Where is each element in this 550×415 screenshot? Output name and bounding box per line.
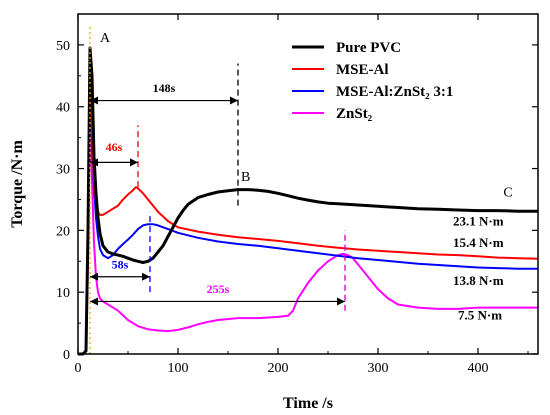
tick-labels: 0 100 200 300 400 0 10 20 30 40 50: [56, 39, 489, 376]
y-tick-label: 40: [56, 101, 70, 116]
annotation-3: 23.1 N·m: [453, 213, 504, 228]
x-tick-label: 400: [468, 361, 489, 376]
legend-label-2: MSE-Al:ZnSt₂ 3:1: [336, 84, 453, 100]
series-line-2: [78, 105, 538, 355]
annotations: A B C 23.1 N·m 15.4 N·m 13.8 N·m 7.5 N·m: [100, 31, 513, 323]
arrow-head-right: [337, 297, 345, 306]
arrow-head-left: [90, 96, 98, 105]
axis-ticks: [77, 14, 538, 355]
y-tick-label: 0: [63, 348, 70, 363]
arrow-head-right: [142, 272, 150, 281]
annotation-4: 15.4 N·m: [453, 235, 504, 250]
x-tick-label: 100: [168, 361, 189, 376]
series-line-0: [78, 46, 538, 356]
x-tick-label: 300: [368, 361, 389, 376]
series-line-3: [78, 111, 538, 355]
legend: Pure PVC MSE-Al MSE-Al:ZnSt₂ 3:1 ZnSt₂: [292, 40, 453, 122]
annotation-0: A: [100, 31, 111, 46]
plot-frame: [77, 13, 539, 355]
x-tick-label: 0: [75, 361, 82, 376]
interval-label-1: 46s: [106, 140, 123, 154]
arrow-head-left: [90, 297, 98, 306]
annotation-5: 13.8 N·m: [453, 273, 504, 288]
annotation-2: C: [503, 185, 512, 200]
arrow-head-right: [230, 96, 238, 105]
reference-marks: 148s 46s 58s 255s: [89, 26, 346, 354]
x-tick-label: 200: [268, 361, 289, 376]
annotation-6: 7.5 N·m: [458, 307, 502, 322]
arrow-head-left: [90, 158, 98, 167]
y-tick-label: 50: [56, 39, 70, 54]
y-tick-label: 30: [56, 163, 70, 178]
annotation-1: B: [241, 170, 250, 185]
series-lines: [78, 46, 539, 356]
y-axis-label: Torque /N·m: [9, 140, 26, 228]
x-axis-label: Time /s: [283, 395, 333, 412]
interval-label-2: 58s: [112, 257, 129, 271]
y-tick-label: 20: [56, 224, 70, 239]
interval-label-0: 148s: [153, 81, 176, 95]
arrow-head-left: [90, 272, 98, 281]
arrow-head-right: [130, 158, 138, 167]
legend-label-3: ZnSt₂: [336, 106, 373, 122]
legend-label-1: MSE-Al: [336, 62, 389, 78]
interval-label-3: 255s: [207, 282, 230, 296]
y-tick-label: 10: [56, 286, 70, 301]
legend-label-0: Pure PVC: [336, 40, 401, 56]
